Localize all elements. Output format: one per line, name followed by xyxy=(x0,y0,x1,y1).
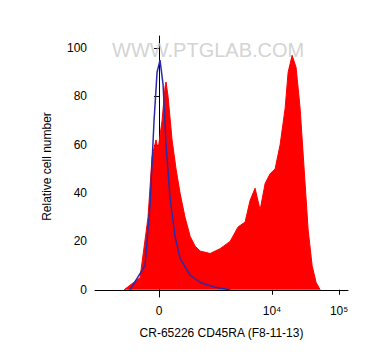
svg-text:0: 0 xyxy=(156,304,163,318)
svg-text:Relative cell number: Relative cell number xyxy=(40,112,54,221)
svg-text:CR-65226 CD45RA (F8-11-13): CR-65226 CD45RA (F8-11-13) xyxy=(140,326,304,340)
svg-text:WWW.PTGLAB.COM: WWW.PTGLAB.COM xyxy=(112,39,304,61)
svg-text:80: 80 xyxy=(74,89,88,103)
svg-text:40: 40 xyxy=(74,186,88,200)
svg-text:20: 20 xyxy=(74,234,88,248)
svg-text:60: 60 xyxy=(74,138,88,152)
svg-text:100: 100 xyxy=(67,41,87,55)
svg-text:10⁵: 10⁵ xyxy=(330,304,348,318)
svg-text:0: 0 xyxy=(80,283,87,297)
svg-text:10⁴: 10⁴ xyxy=(263,304,282,318)
